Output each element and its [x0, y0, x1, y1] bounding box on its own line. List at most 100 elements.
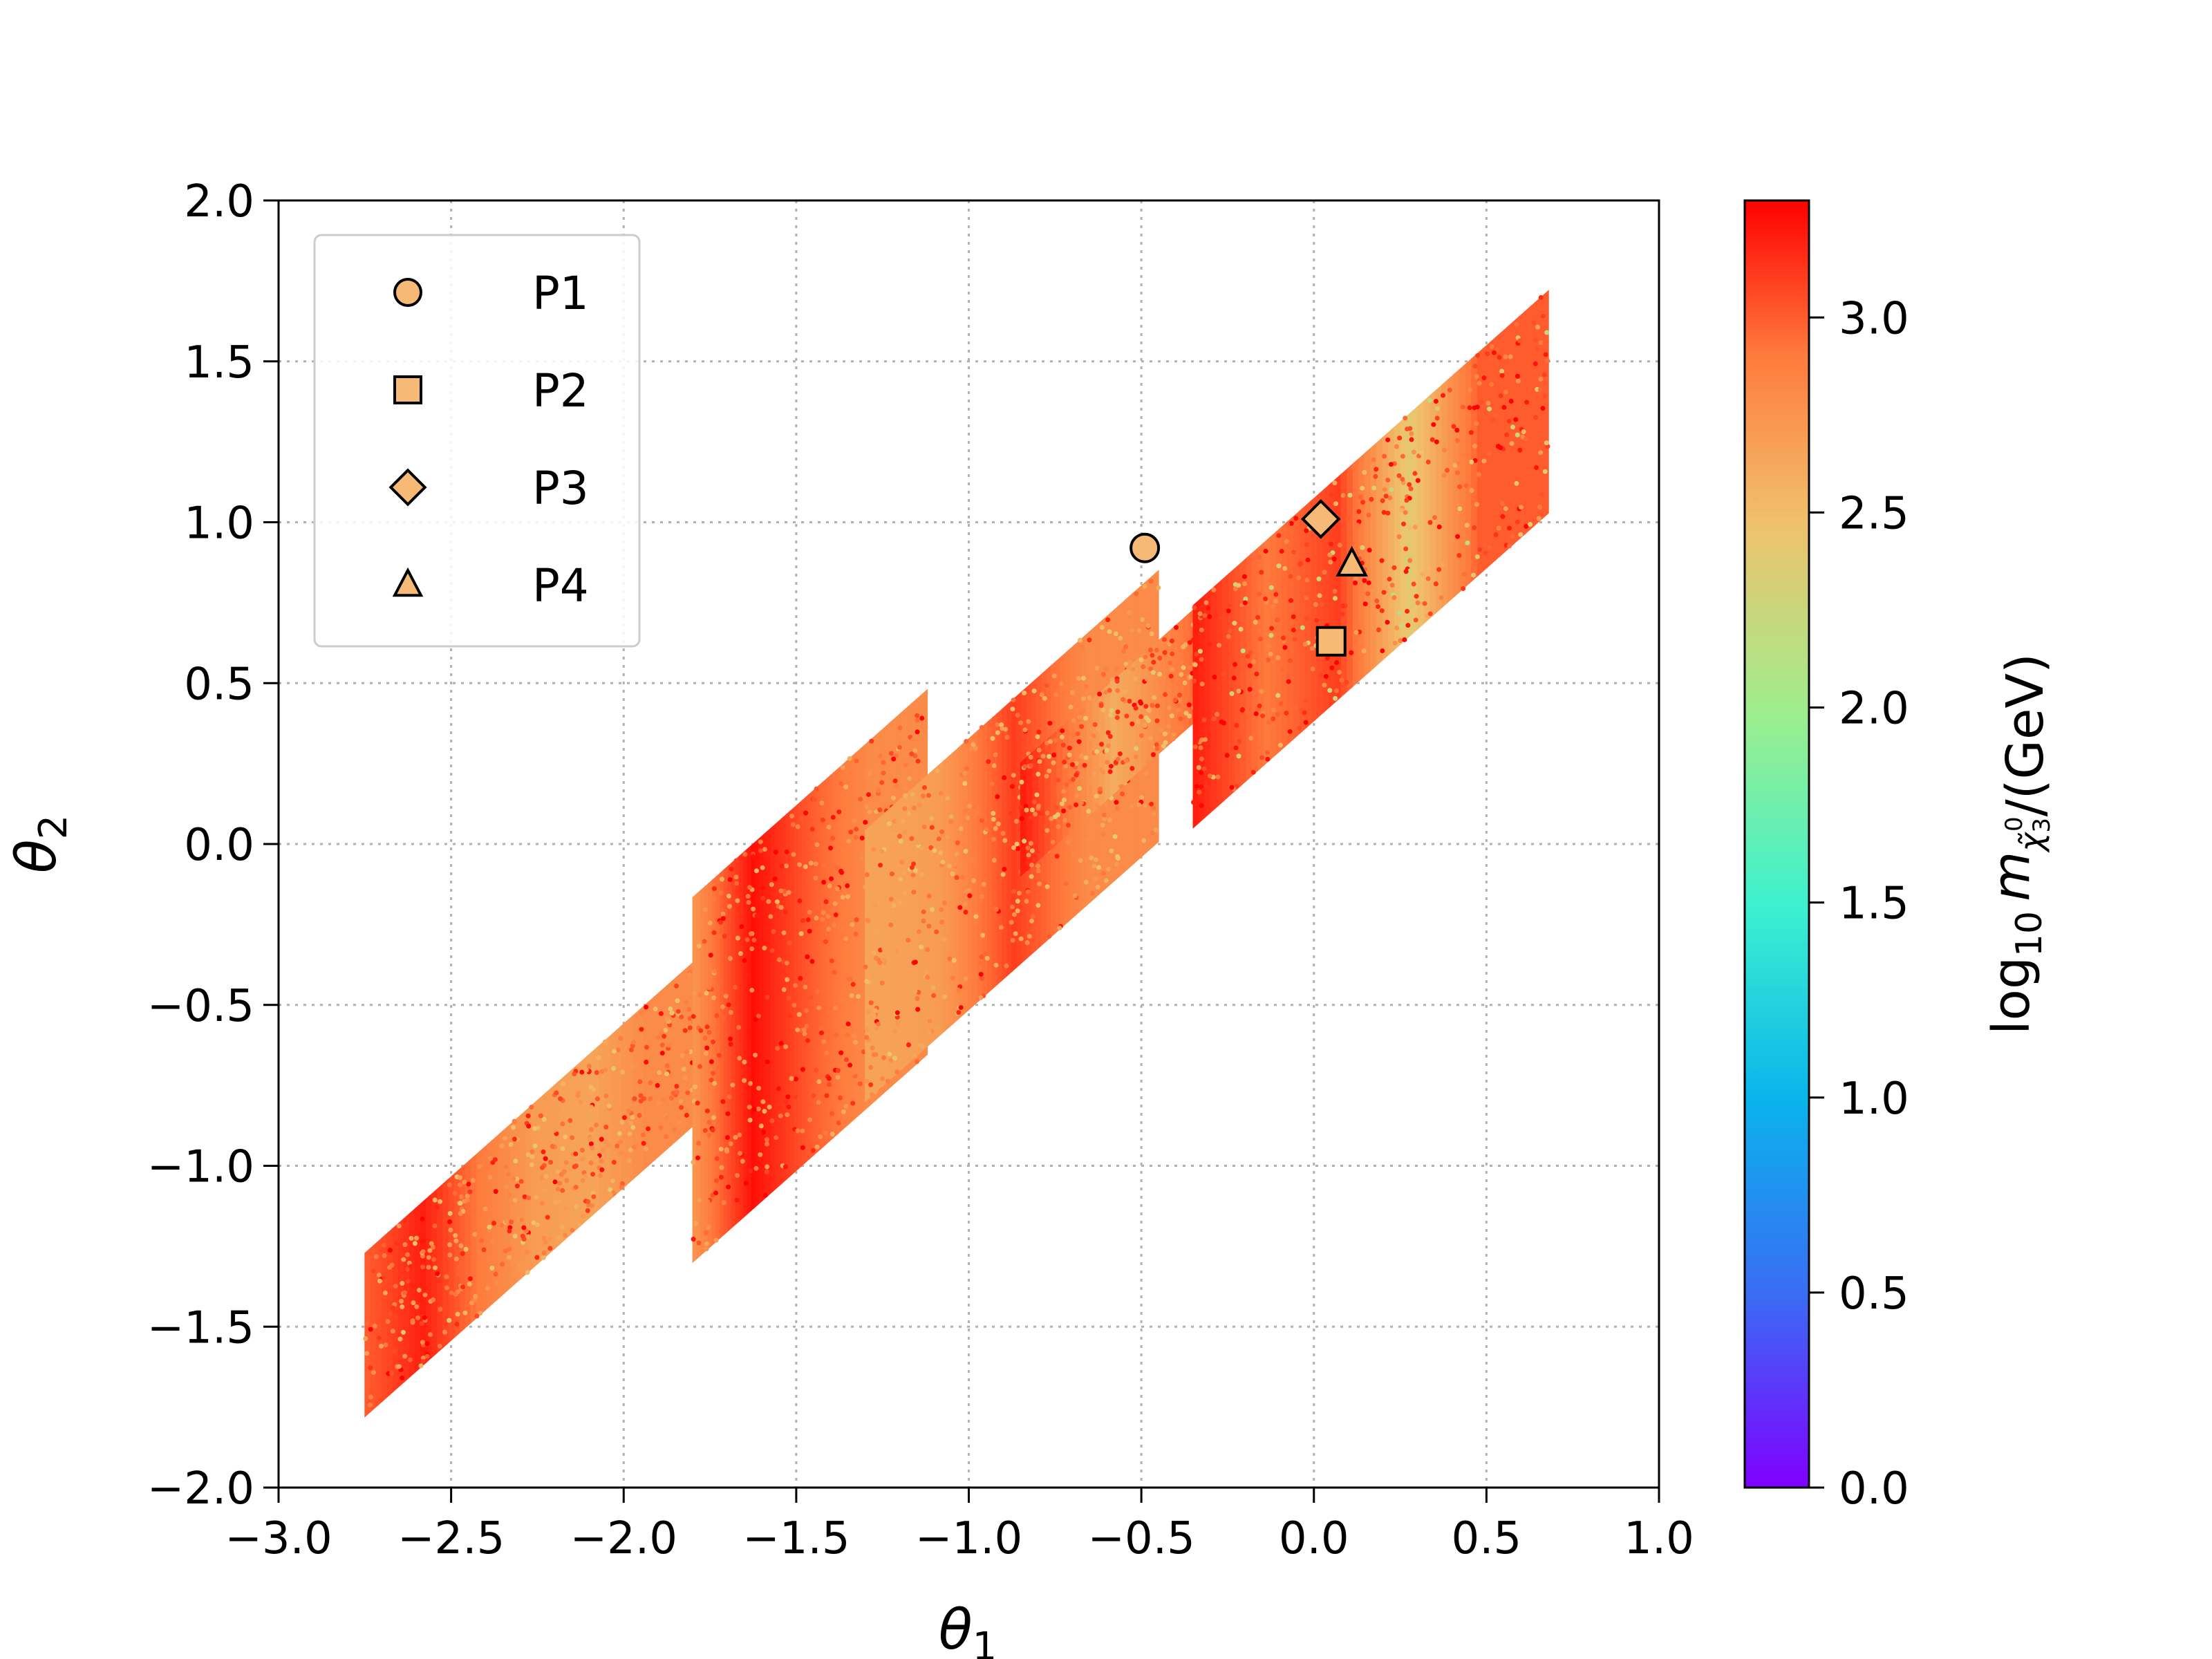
band-stripe [375, 1237, 382, 1408]
scatter-point [1396, 473, 1402, 478]
scatter-point [836, 809, 842, 815]
scatter-point [718, 1146, 724, 1152]
scatter-point [793, 983, 798, 988]
scatter-point [1259, 755, 1264, 760]
scatter-point [1329, 492, 1335, 498]
scatter-point [1109, 848, 1114, 854]
scatter-point [1150, 752, 1156, 758]
scatter-point [990, 735, 995, 741]
scatter-point [1203, 600, 1209, 606]
scatter-point [1117, 751, 1123, 757]
scatter-point [751, 937, 757, 943]
scatter-point [903, 830, 908, 835]
colorbar-title: log10mχ̃30/(GeV) [1982, 653, 2056, 1035]
scatter-point [1404, 498, 1409, 503]
scatter-point [608, 1192, 613, 1197]
x-tick-label: 1.0 [1624, 1513, 1694, 1564]
scatter-point [555, 1169, 561, 1174]
scatter-point [1474, 502, 1479, 507]
scatter-point [1475, 353, 1481, 358]
scatter-point [1061, 789, 1067, 794]
scatter-point [1533, 337, 1538, 343]
scatter-point [1177, 693, 1183, 698]
scatter-point [626, 1108, 631, 1114]
scatter-point [1096, 865, 1102, 870]
scatter-point [691, 1237, 696, 1242]
scatter-point [1253, 619, 1258, 625]
scatter-point [1047, 720, 1053, 726]
scatter-point [921, 909, 926, 915]
scatter-point [588, 1127, 594, 1132]
scatter-point [1431, 422, 1436, 427]
scatter-point [930, 907, 935, 912]
scatter-point [510, 1277, 516, 1283]
scatter-point [1015, 899, 1020, 904]
colorbar-tick-label: 2.5 [1839, 488, 1909, 539]
scatter-point [1082, 762, 1087, 768]
scatter-point [815, 988, 821, 994]
scatter-point [1115, 709, 1121, 715]
scatter-point [456, 1271, 461, 1277]
scatter-point [1318, 679, 1324, 685]
scatter-point [1178, 716, 1183, 722]
scatter-point [1207, 641, 1212, 647]
scatter-point [1304, 528, 1309, 534]
scatter-point [704, 991, 709, 996]
scatter-point [903, 785, 908, 790]
scatter-point [937, 850, 943, 856]
scatter-point [672, 1127, 677, 1132]
scatter-point [1411, 449, 1416, 455]
scatter-point [1187, 639, 1192, 645]
scatter-point [1144, 676, 1150, 682]
scatter-point [393, 1314, 398, 1320]
scatter-point [697, 1064, 703, 1069]
band-stripe [1204, 588, 1212, 818]
scatter-point [1100, 832, 1106, 837]
scatter-point [454, 1194, 460, 1199]
scatter-point [1340, 603, 1346, 608]
scatter-point [892, 741, 897, 747]
scatter-point [1534, 465, 1539, 470]
scatter-point [481, 1247, 487, 1253]
scatter-point [732, 984, 738, 990]
scatter-point [673, 983, 679, 988]
scatter-point [1440, 562, 1445, 568]
scatter-point [568, 1118, 573, 1123]
scatter-point [816, 1079, 822, 1085]
scatter-point [995, 794, 1000, 800]
scatter-point [469, 1300, 474, 1306]
scatter-point [405, 1278, 411, 1284]
scatter-point [630, 1114, 635, 1120]
scatter-point [1115, 688, 1121, 693]
scatter-point [563, 1134, 568, 1140]
scatter-point [1134, 591, 1139, 597]
scatter-point [376, 1335, 382, 1341]
scatter-point [1405, 623, 1411, 628]
scatter-point [1457, 484, 1463, 489]
scatter-point [962, 809, 968, 814]
scatter-point [748, 931, 753, 937]
colorbar-tick-label: 1.5 [1839, 879, 1909, 930]
band-stripe [1388, 426, 1395, 656]
scatter-point [1240, 706, 1246, 712]
scatter-point [1051, 760, 1056, 765]
scatter-point [1118, 635, 1123, 641]
band-stripe [825, 775, 830, 1145]
scatter-point [1380, 498, 1385, 503]
scatter-point [1504, 432, 1510, 438]
scatter-point [967, 803, 973, 809]
scatter-point [1296, 575, 1302, 581]
scatter-point [915, 729, 920, 735]
scatter-point [620, 1069, 626, 1075]
scatter-point [760, 1099, 766, 1105]
scatter-point [424, 1347, 429, 1353]
scatter-point [909, 865, 915, 870]
scatter-point [588, 1160, 594, 1165]
scatter-point [466, 1181, 471, 1187]
scatter-point [915, 713, 920, 718]
scatter-point [438, 1199, 443, 1204]
scatter-point [1029, 918, 1035, 924]
scatter-point [1481, 375, 1487, 381]
scatter-point [1232, 662, 1238, 667]
